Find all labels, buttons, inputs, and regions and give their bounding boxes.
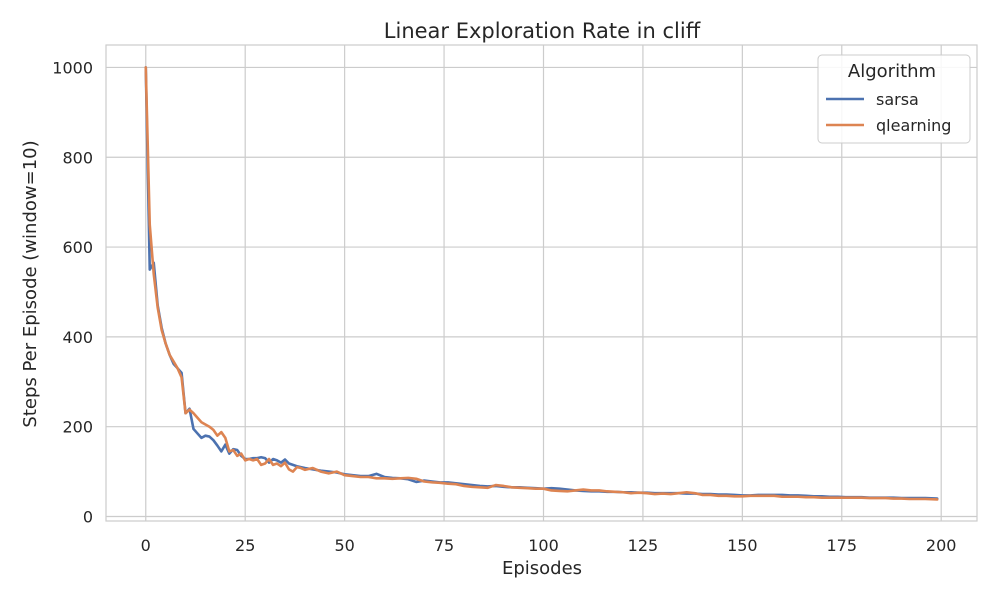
x-tick-label: 0 xyxy=(141,536,151,555)
chart-title: Linear Exploration Rate in cliff xyxy=(384,19,701,43)
x-tick-label: 150 xyxy=(727,536,758,555)
x-tick-label: 175 xyxy=(827,536,858,555)
legend-box xyxy=(817,54,971,144)
legend-label-qlearning: qlearning xyxy=(876,116,951,135)
x-tick-label: 75 xyxy=(434,536,454,555)
x-tick-label: 25 xyxy=(235,536,255,555)
y-tick-label: 0 xyxy=(83,508,93,527)
x-tick-label: 100 xyxy=(528,536,559,555)
legend-label-sarsa: sarsa xyxy=(876,90,919,109)
y-tick-label: 1000 xyxy=(52,58,93,77)
grid xyxy=(106,45,977,521)
series-line-qlearning xyxy=(144,66,939,501)
legend-title: Algorithm xyxy=(848,61,936,82)
tick-labels: 0 25 50 75 100 125 150 175 200 0 200 400 600 800 1000 xyxy=(52,58,956,555)
x-tick-label: 200 xyxy=(926,536,957,555)
y-tick-label: 400 xyxy=(62,328,93,347)
y-tick-label: 600 xyxy=(62,238,93,257)
legend: Algorithm sarsa qlearning xyxy=(817,54,971,144)
x-tick-label: 125 xyxy=(628,536,659,555)
y-tick-label: 200 xyxy=(62,418,93,437)
y-tick-label: 800 xyxy=(62,148,93,167)
y-axis-label: Steps Per Episode (window=10) xyxy=(20,140,41,427)
x-tick-label: 50 xyxy=(334,536,354,555)
plot-frame xyxy=(105,44,978,522)
series-lines xyxy=(144,66,939,501)
x-axis-label: Episodes xyxy=(502,558,582,579)
